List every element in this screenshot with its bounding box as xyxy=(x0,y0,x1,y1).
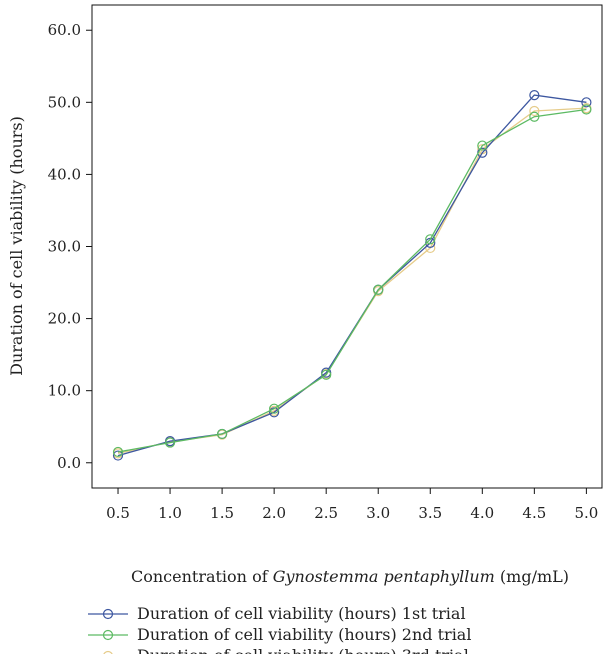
data-point xyxy=(529,111,540,122)
data-point xyxy=(529,90,540,101)
data-point xyxy=(112,450,124,461)
y-tick-label: 60.0 xyxy=(48,21,81,39)
series-1 xyxy=(112,90,592,461)
data-point xyxy=(581,104,592,115)
data-point xyxy=(529,105,540,117)
legend-marker-swatch xyxy=(102,629,114,641)
data-point xyxy=(425,234,436,245)
legend-item-2: Duration of cell viability (hours) 2nd t… xyxy=(88,625,471,644)
legend-item-1: Duration of cell viability (hours) 1st t… xyxy=(88,604,466,623)
x-tick-label: 4.0 xyxy=(470,504,494,522)
x-axis: 0.5 1.0 1.5 2.0 2.5 3.0 3.5 4.0 4.5 5.0 xyxy=(106,488,598,522)
x-axis-title-unit: (mg/mL) xyxy=(495,567,569,586)
legend-item-3: Duration of cell viability (hours) 3rd t… xyxy=(103,646,469,654)
x-tick-label: 3.5 xyxy=(418,504,442,522)
x-axis-title-species: Gynostemma pentaphyllum xyxy=(273,567,495,586)
x-tick-label: 3.0 xyxy=(366,504,390,522)
y-tick-label: 20.0 xyxy=(48,310,81,328)
x-tick-label: 4.5 xyxy=(522,504,546,522)
legend-label: Duration of cell viability (hours) 1st t… xyxy=(137,604,466,623)
legend-marker-swatch xyxy=(103,650,113,654)
data-point xyxy=(269,403,280,414)
series-line xyxy=(117,108,587,453)
y-axis: 0.0 10.0 20.0 30.0 40.0 50.0 60.0 xyxy=(48,21,92,472)
data-point xyxy=(581,97,592,108)
x-tick-label: 5.0 xyxy=(574,504,598,522)
y-axis-title: Duration of cell viability (hours) xyxy=(7,116,26,376)
series-layer xyxy=(112,90,592,461)
series-2 xyxy=(112,104,592,458)
data-point xyxy=(217,428,228,440)
x-axis-title: Concentration of Gynostemma pentaphyllum… xyxy=(131,567,569,586)
data-point xyxy=(373,284,384,295)
series-3 xyxy=(112,102,592,459)
x-axis-title-prefix: Concentration of xyxy=(131,567,273,586)
y-tick-label: 0.0 xyxy=(57,454,81,472)
x-tick-label: 1.0 xyxy=(158,504,182,522)
data-point xyxy=(477,140,488,151)
x-tick-label: 2.5 xyxy=(314,504,338,522)
data-point xyxy=(321,369,332,380)
series-line xyxy=(117,107,587,455)
legend-label: Duration of cell viability (hours) 2nd t… xyxy=(137,625,471,644)
plot-area-frame xyxy=(91,4,603,489)
y-tick-label: 30.0 xyxy=(48,238,81,256)
x-tick-label: 1.5 xyxy=(210,504,234,522)
legend-label: Duration of cell viability (hours) 3rd t… xyxy=(137,646,469,654)
y-tick-label: 10.0 xyxy=(48,382,81,400)
data-point xyxy=(269,407,280,418)
series-line xyxy=(117,94,587,457)
y-tick-label: 50.0 xyxy=(48,93,81,111)
x-tick-label: 0.5 xyxy=(106,504,130,522)
y-tick-label: 40.0 xyxy=(48,165,81,183)
data-point xyxy=(112,446,124,458)
data-point xyxy=(164,437,176,448)
x-tick-label: 2.0 xyxy=(262,504,286,522)
legend: Duration of cell viability (hours) 1st t… xyxy=(88,604,471,654)
legend-marker-swatch xyxy=(102,608,114,620)
